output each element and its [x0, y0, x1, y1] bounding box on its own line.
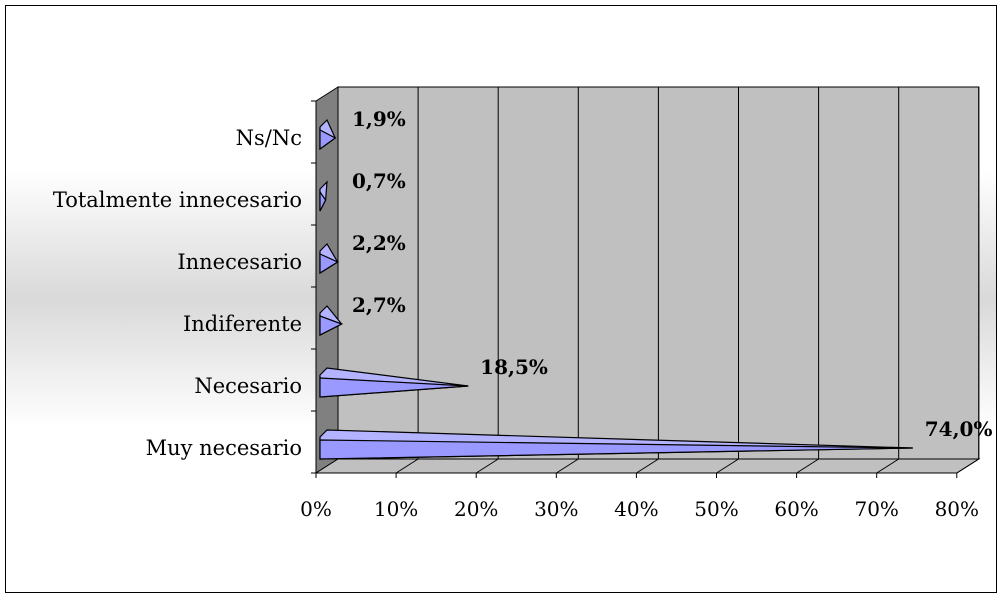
- floor-gridline: [556, 458, 579, 474]
- x-tick-label: 0%: [300, 497, 332, 521]
- category-label: Innecesario: [177, 250, 302, 274]
- x-tick-label: 40%: [614, 497, 658, 521]
- data-label: 2,2%: [352, 231, 406, 255]
- gridlines: [311, 87, 980, 478]
- category-label: Indiferente: [183, 312, 302, 336]
- floor-gridline: [475, 458, 499, 474]
- floor-gridline: [636, 458, 659, 474]
- category-label: Ns/Nc: [236, 126, 302, 150]
- x-tick-labels: 0% 10% 20% 30% 40% 50% 60% 70% 80%: [300, 497, 979, 521]
- bars: [319, 118, 913, 460]
- category-labels: Muy necesario Necesario Indiferente Inneces…: [53, 126, 302, 460]
- cone-side-face: [319, 315, 344, 336]
- data-label: 0,7%: [352, 169, 406, 193]
- cone-side-face: [319, 129, 337, 151]
- x-tick-label: 20%: [454, 497, 498, 521]
- x-tick-label: 10%: [374, 497, 418, 521]
- cone-side-face: [319, 439, 913, 460]
- floor-gridline: [876, 458, 899, 474]
- x-tick-label: 30%: [534, 497, 578, 521]
- cone-bar: [319, 305, 344, 336]
- data-labels: 74,0% 18,5% 2,7% 2,2% 0,7% 1,9%: [352, 107, 992, 441]
- cone-side-face: [319, 253, 339, 275]
- cone-bar: [319, 180, 328, 212]
- cone-bar: [319, 367, 469, 398]
- x-tick-label: 70%: [854, 497, 898, 521]
- data-label: 2,7%: [352, 293, 406, 317]
- category-label: Muy necesario: [146, 436, 302, 460]
- chart-walls: [314, 86, 981, 474]
- cone-bar: [319, 429, 913, 460]
- cone-bar: [319, 118, 337, 151]
- side-wall: [315, 86, 339, 474]
- cone-side-face: [319, 190, 327, 212]
- x-tick-label: 80%: [935, 497, 979, 521]
- cone-bar: [319, 243, 339, 275]
- data-label: 74,0%: [925, 417, 993, 441]
- cone-side-face: [319, 377, 469, 398]
- floor-gridline: [395, 458, 419, 474]
- floor-gridline: [716, 458, 739, 474]
- floor-gridline: [796, 458, 819, 474]
- floor-gridline: [956, 458, 980, 474]
- x-tick-label: 60%: [774, 497, 818, 521]
- x-tick-label: 50%: [694, 497, 738, 521]
- data-label: 1,9%: [352, 107, 406, 131]
- category-label: Totalmente innecesario: [53, 188, 302, 212]
- data-label: 18,5%: [480, 355, 548, 379]
- category-label: Necesario: [194, 374, 302, 398]
